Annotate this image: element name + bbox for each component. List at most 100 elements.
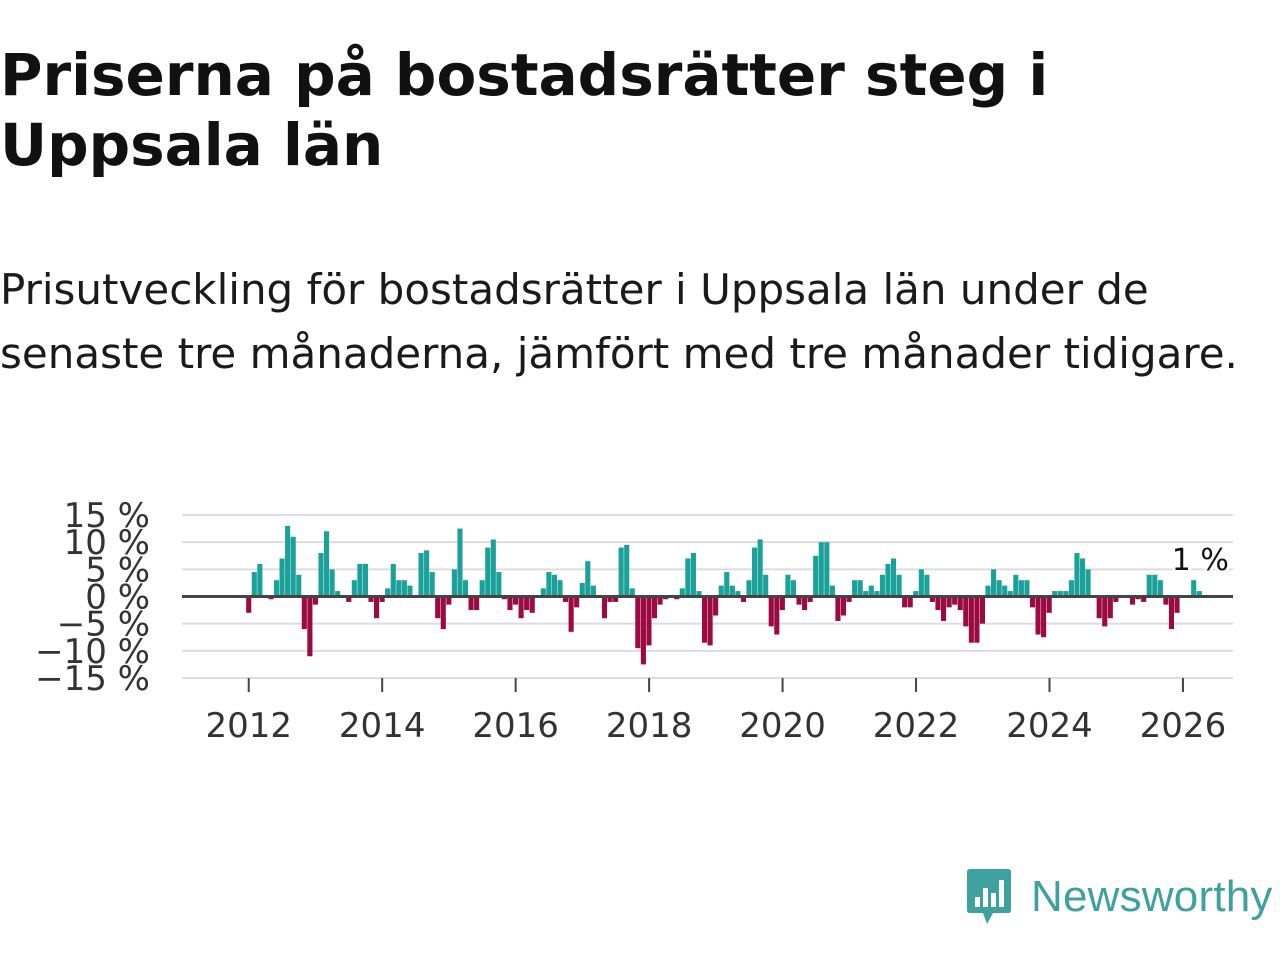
bar	[529, 596, 535, 613]
bar	[907, 596, 913, 608]
y-tick-label: 15 %	[64, 496, 150, 536]
bar	[1079, 558, 1086, 597]
bar	[991, 569, 997, 597]
bar	[479, 580, 485, 597]
bar	[290, 536, 296, 597]
bar	[451, 569, 457, 597]
bar	[685, 558, 691, 597]
bar	[601, 596, 608, 619]
newsworthy-logo-icon	[967, 869, 1011, 924]
y-tick-label: −10 %	[35, 632, 150, 672]
bar	[568, 596, 574, 632]
bar	[1163, 596, 1169, 605]
bar	[724, 572, 730, 597]
bar	[551, 574, 558, 597]
bar	[963, 596, 969, 627]
bar	[396, 580, 402, 597]
bar	[1041, 596, 1047, 638]
bar	[323, 531, 330, 597]
bar	[701, 596, 708, 643]
bar	[835, 596, 841, 621]
bar	[807, 596, 813, 602]
bar	[974, 596, 980, 643]
bar	[902, 596, 908, 608]
bar	[457, 528, 463, 597]
bar	[796, 596, 802, 605]
bar	[918, 569, 924, 597]
bar	[507, 596, 513, 611]
bar	[690, 553, 696, 597]
bar	[874, 591, 880, 597]
bar	[657, 596, 663, 605]
bar	[768, 596, 774, 627]
bar	[407, 585, 413, 597]
bar	[818, 542, 824, 597]
bar	[852, 580, 858, 597]
bar	[385, 588, 391, 597]
bar	[774, 596, 780, 635]
bar	[1007, 591, 1013, 597]
axes: 15 %10 %5 %0 %−5 %−10 %−15 % 2012 2014 2016…	[35, 496, 1233, 746]
bar	[885, 563, 891, 597]
bar	[346, 596, 352, 602]
bar	[929, 596, 935, 602]
bar	[924, 574, 930, 597]
bar	[1102, 596, 1108, 627]
y-tick-label: −5 %	[57, 605, 150, 645]
bar	[362, 563, 369, 597]
chart-title: Priserna på bostadsrätter steg i Uppsala…	[0, 41, 1049, 179]
bar	[985, 585, 991, 597]
newsworthy-logo: Newsworthy	[963, 862, 1273, 932]
bar	[574, 596, 580, 608]
x-tick-label: 2020	[739, 706, 826, 746]
latest-value-label: 1 %	[1172, 543, 1229, 578]
bar	[735, 591, 741, 597]
bar	[913, 591, 919, 597]
bar	[1035, 596, 1041, 635]
bar	[296, 574, 302, 597]
bar	[462, 580, 469, 597]
bar	[996, 580, 1002, 597]
bar	[312, 596, 318, 605]
bar	[424, 550, 430, 597]
bar	[651, 596, 658, 619]
bar	[957, 596, 963, 611]
bar	[802, 596, 808, 611]
bar	[257, 563, 263, 597]
bar	[301, 596, 307, 630]
x-tick-label: 2016	[472, 706, 559, 746]
bar	[790, 580, 797, 597]
bar	[646, 596, 652, 646]
bar	[546, 572, 552, 597]
chart-subtitle: Prisutveckling för bostadsrätter i Uppsa…	[0, 265, 1238, 378]
bar	[512, 596, 519, 605]
x-tick-label: 2022	[873, 706, 960, 746]
bar	[1063, 591, 1069, 597]
bar	[1074, 553, 1080, 597]
bar	[1152, 574, 1158, 597]
bar	[435, 596, 441, 619]
bar	[485, 547, 491, 597]
bar	[246, 596, 252, 613]
bar	[946, 596, 952, 608]
bar	[1029, 596, 1036, 608]
bar	[713, 596, 719, 616]
bar	[1002, 585, 1008, 597]
bar	[1196, 591, 1202, 597]
bar	[896, 574, 902, 597]
bar	[746, 580, 752, 597]
x-tick-label: 2012	[205, 706, 292, 746]
gridlines	[182, 514, 1233, 679]
bar	[1157, 580, 1163, 597]
bar	[1141, 596, 1147, 602]
bar	[285, 525, 291, 597]
bar	[496, 572, 502, 597]
bar	[613, 596, 619, 602]
bar	[707, 596, 713, 646]
bar	[968, 596, 974, 643]
bar	[374, 596, 380, 619]
bars	[246, 525, 1202, 665]
bar	[563, 596, 569, 602]
bar	[401, 580, 407, 597]
y-tick-label: −15 %	[35, 659, 150, 699]
